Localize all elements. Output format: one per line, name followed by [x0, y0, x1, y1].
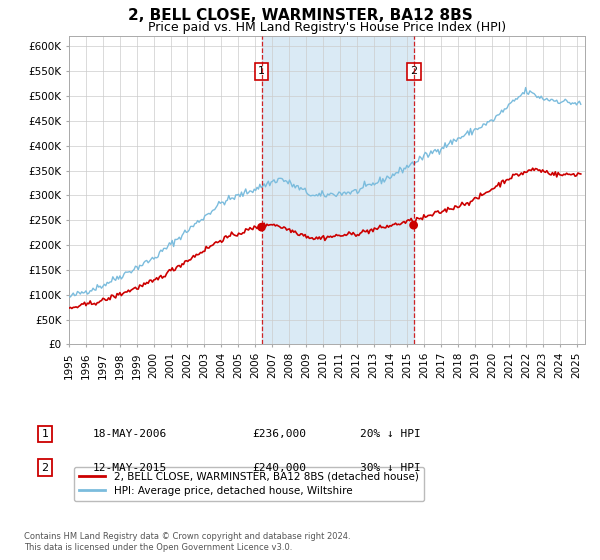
Text: Contains HM Land Registry data © Crown copyright and database right 2024.
This d: Contains HM Land Registry data © Crown c… [24, 532, 350, 552]
Text: 1: 1 [41, 429, 49, 439]
Bar [262, 36, 413, 344]
Text: 2, BELL CLOSE, WARMINSTER, BA12 8BS: 2, BELL CLOSE, WARMINSTER, BA12 8BS [128, 8, 472, 24]
Text: £236,000: £236,000 [252, 429, 306, 439]
Text: 2: 2 [410, 66, 417, 76]
Text: 20% ↓ HPI: 20% ↓ HPI [360, 429, 421, 439]
Text: 30% ↓ HPI: 30% ↓ HPI [360, 463, 421, 473]
Text: 12-MAY-2015: 12-MAY-2015 [93, 463, 167, 473]
Text: £240,000: £240,000 [252, 463, 306, 473]
Text: 2: 2 [41, 463, 49, 473]
Title: Price paid vs. HM Land Registry's House Price Index (HPI): Price paid vs. HM Land Registry's House … [148, 21, 506, 34]
Point [409, 221, 418, 230]
Text: 1: 1 [258, 66, 265, 76]
Text: 18-MAY-2006: 18-MAY-2006 [93, 429, 167, 439]
Legend: 2, BELL CLOSE, WARMINSTER, BA12 8BS (detached house), HPI: Average price, detach: 2, BELL CLOSE, WARMINSTER, BA12 8BS (det… [74, 466, 424, 501]
Point [257, 223, 266, 232]
